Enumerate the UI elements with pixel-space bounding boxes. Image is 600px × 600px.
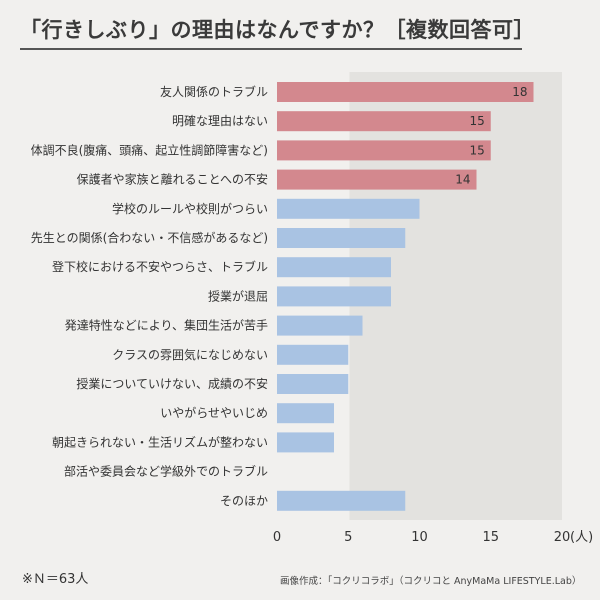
- bar: [277, 257, 391, 278]
- category-label: そのほか: [220, 494, 268, 508]
- data-label: 14: [455, 173, 470, 187]
- x-tick-label: 5: [344, 530, 352, 545]
- category-label: 友人関係のトラブル: [160, 84, 268, 99]
- bar: [277, 403, 334, 424]
- category-label: いやがらせやいじめ: [160, 405, 268, 420]
- category-label: 授業が退屈: [208, 288, 268, 303]
- x-axis-unit: (人): [570, 530, 593, 545]
- category-label: 発達特性などにより、集団生活が苦手: [65, 318, 268, 333]
- title-underline: [20, 48, 522, 50]
- category-label: 体調不良(腹痛、頭痛、起立性調節障害など): [31, 142, 268, 157]
- x-tick-label: 15: [482, 530, 499, 545]
- image-credit: 画像作成：「コクリコラボ」（コクリコと AnyMaMa LIFESTYLE.La…: [280, 576, 582, 587]
- data-label: 18: [512, 85, 527, 99]
- category-label: 保護者や家族と離れることへの不安: [77, 172, 268, 187]
- bar: [277, 198, 420, 219]
- chart-title: 「行きしぶり」の理由はなんですか？［複数回答可］: [20, 18, 535, 42]
- bar: [277, 169, 477, 190]
- bar: [277, 286, 391, 307]
- bar: [277, 490, 406, 511]
- category-label: 明確な理由はない: [172, 113, 268, 128]
- category-label: 授業についていけない、成績の不安: [76, 376, 268, 391]
- bar: [277, 374, 349, 394]
- sample-size-note: ※Ｎ＝63人: [22, 572, 89, 587]
- category-label: 朝起きられない・生活リズムが整わない: [52, 434, 268, 449]
- category-label: 先生との関係(合わない・不信感があるなど): [31, 230, 268, 245]
- data-label: 15: [469, 143, 484, 157]
- category-label: 部活や委員会など学級外でのトラブル: [64, 464, 268, 479]
- bar: [277, 315, 363, 336]
- bar: [277, 432, 334, 453]
- bar: [277, 111, 491, 132]
- category-label: 学校のルールや校則がつらい: [112, 201, 268, 216]
- x-tick-label: 0: [273, 530, 281, 545]
- category-label: 登下校における不安やつらさ、トラブル: [52, 259, 268, 274]
- category-label: クラスの雰囲気になじめない: [112, 347, 268, 362]
- data-label: 15: [469, 114, 484, 128]
- bar: [277, 344, 349, 365]
- bar: [277, 82, 534, 102]
- bar: [277, 140, 491, 161]
- x-tick-label: 20: [554, 530, 571, 545]
- bar: [277, 228, 406, 248]
- x-tick-label: 10: [411, 530, 428, 545]
